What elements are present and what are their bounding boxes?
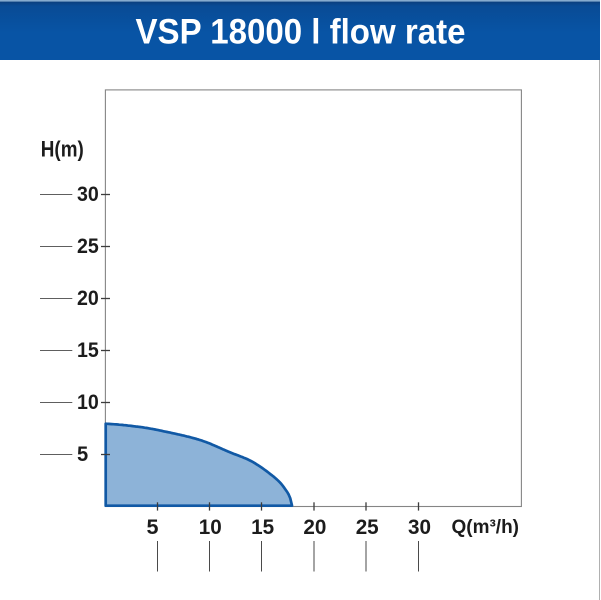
- svg-text:30: 30: [408, 516, 431, 539]
- svg-text:20: 20: [77, 287, 99, 310]
- svg-text:5: 5: [77, 443, 88, 466]
- svg-text:20: 20: [303, 516, 326, 539]
- svg-text:H(m): H(m): [41, 137, 84, 162]
- svg-text:25: 25: [356, 516, 379, 539]
- svg-text:10: 10: [77, 391, 99, 414]
- svg-text:VSP 18000 l flow rate: VSP 18000 l flow rate: [136, 13, 466, 52]
- svg-text:15: 15: [251, 516, 274, 539]
- svg-text:25: 25: [77, 235, 99, 258]
- svg-text:Q(m³/h): Q(m³/h): [452, 517, 520, 538]
- svg-text:10: 10: [199, 516, 222, 539]
- svg-text:30: 30: [77, 183, 99, 206]
- svg-text:5: 5: [147, 516, 159, 539]
- svg-text:15: 15: [77, 339, 99, 362]
